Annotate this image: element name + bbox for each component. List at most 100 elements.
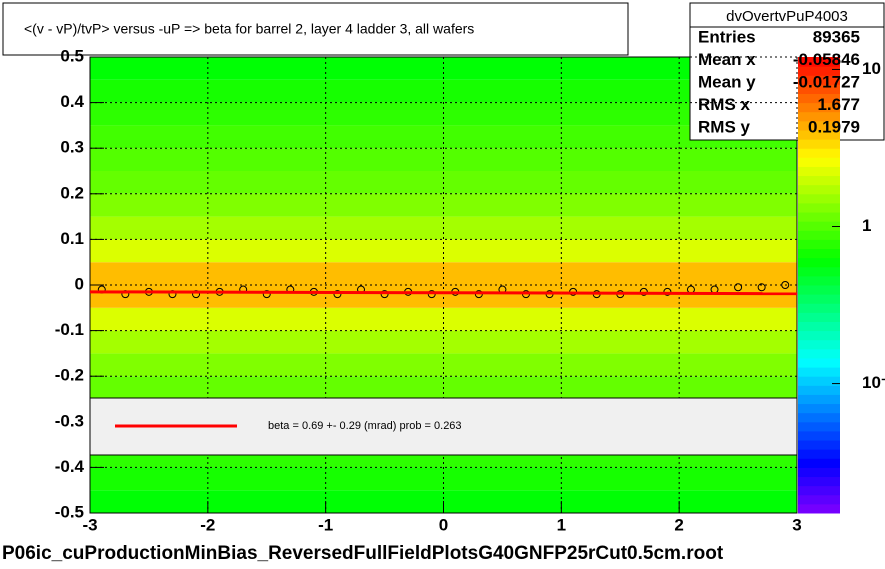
z-tick-label: 10⁻¹ <box>862 373 885 392</box>
legend-box <box>89 397 798 456</box>
color-scale <box>798 102 840 113</box>
y-tick-label: 0.4 <box>60 92 84 111</box>
color-scale <box>798 458 840 468</box>
heatmap-cell <box>90 353 797 377</box>
color-scale <box>798 275 840 286</box>
heatmap-cell <box>90 193 797 217</box>
color-scale <box>798 84 840 94</box>
z-tick-label: 10 <box>862 59 881 78</box>
legend-label: beta = 0.69 +- 0.29 (mrad) prob = 0.263 <box>268 420 462 432</box>
stats-label: Mean x <box>698 50 756 69</box>
color-scale <box>798 157 840 167</box>
color-scale <box>798 166 840 177</box>
stats-label: Mean y <box>698 72 756 91</box>
heatmap-cell <box>90 307 797 331</box>
color-scale <box>798 494 840 505</box>
color-scale <box>798 385 840 395</box>
color-scale <box>798 394 840 405</box>
fit-line <box>89 290 798 296</box>
color-scale <box>798 66 840 76</box>
profile-point <box>734 283 743 292</box>
color-scale <box>798 285 840 295</box>
y-tick-label: 0 <box>75 274 84 293</box>
color-scale <box>798 175 840 186</box>
color-scale <box>798 202 840 213</box>
color-scale <box>798 403 840 414</box>
y-tick-label: -0.1 <box>55 320 84 339</box>
color-scale <box>798 312 840 322</box>
color-scale <box>798 184 840 195</box>
x-tick-label: 2 <box>674 515 683 534</box>
stats-value: 89365 <box>813 27 860 46</box>
color-scale <box>798 421 840 432</box>
heatmap-cell <box>90 125 797 149</box>
color-scale <box>798 139 840 149</box>
stats-label: RMS y <box>698 117 751 136</box>
color-scale <box>798 148 840 158</box>
chart-title: <(v - vP)/tvP> versus -uP => beta for ba… <box>24 21 474 37</box>
color-scale <box>798 357 840 368</box>
stats-name: dvOvertvPuP4003 <box>726 8 848 25</box>
color-scale <box>798 367 840 377</box>
color-scale <box>798 221 840 231</box>
color-scale <box>798 75 840 85</box>
stats-value: -0.01727 <box>793 72 860 91</box>
color-scale <box>798 129 840 140</box>
color-scale <box>798 230 840 240</box>
color-scale <box>798 111 840 122</box>
profile-point <box>380 290 389 299</box>
color-scale <box>798 266 840 277</box>
y-tick-label: 0.5 <box>60 46 84 65</box>
profile-point <box>757 283 766 292</box>
color-scale <box>798 376 840 386</box>
x-tick-label: 0 <box>439 515 448 534</box>
profile-point <box>781 281 790 289</box>
color-scale <box>798 303 840 313</box>
profile-point <box>333 290 342 299</box>
x-tick-label: -1 <box>318 515 333 534</box>
y-tick-label: -0.5 <box>55 502 84 521</box>
x-tick-label: -3 <box>82 515 97 534</box>
stats-value: 1.677 <box>817 95 860 114</box>
color-scale <box>798 57 840 67</box>
color-scale <box>798 339 840 350</box>
color-scale <box>798 348 840 359</box>
stats-value: 0.1979 <box>808 117 860 136</box>
stats-label: RMS x <box>698 95 751 114</box>
footer: P06ic_cuProductionMinBias_ReversedFullFi… <box>2 543 724 564</box>
color-scale <box>798 440 840 450</box>
color-scale <box>798 93 840 104</box>
y-tick-label: -0.4 <box>55 457 85 476</box>
heatmap-cell <box>90 79 797 103</box>
color-scale <box>798 476 840 487</box>
x-tick-label: 3 <box>792 515 801 534</box>
stats-value: -0.05846 <box>793 50 860 69</box>
color-scale <box>798 430 840 441</box>
x-tick-label: 1 <box>557 515 566 534</box>
color-scale <box>798 257 840 268</box>
color-scale <box>798 412 840 423</box>
y-tick-label: -0.3 <box>55 411 84 430</box>
z-tick-label: 1 <box>862 216 871 235</box>
stats-box <box>689 2 885 141</box>
title-box <box>2 2 629 56</box>
color-scale <box>798 321 840 332</box>
heatmap-cell <box>90 148 797 171</box>
color-scale <box>798 294 840 304</box>
y-tick-label: -0.2 <box>55 366 84 385</box>
y-tick-label: 0.1 <box>60 229 84 248</box>
profile-point <box>262 290 271 299</box>
heatmap-cell <box>90 239 797 263</box>
color-scale <box>798 503 840 514</box>
color-scale <box>798 449 840 459</box>
y-tick-label: 0.2 <box>60 183 84 202</box>
y-tick-label: 0.3 <box>60 138 84 157</box>
stats-label: Entries <box>698 27 756 46</box>
color-scale <box>798 330 840 341</box>
color-scale <box>798 485 840 496</box>
color-scale <box>798 120 840 131</box>
x-tick-label: -2 <box>200 515 215 534</box>
color-scale <box>798 193 840 204</box>
color-scale <box>798 239 840 250</box>
